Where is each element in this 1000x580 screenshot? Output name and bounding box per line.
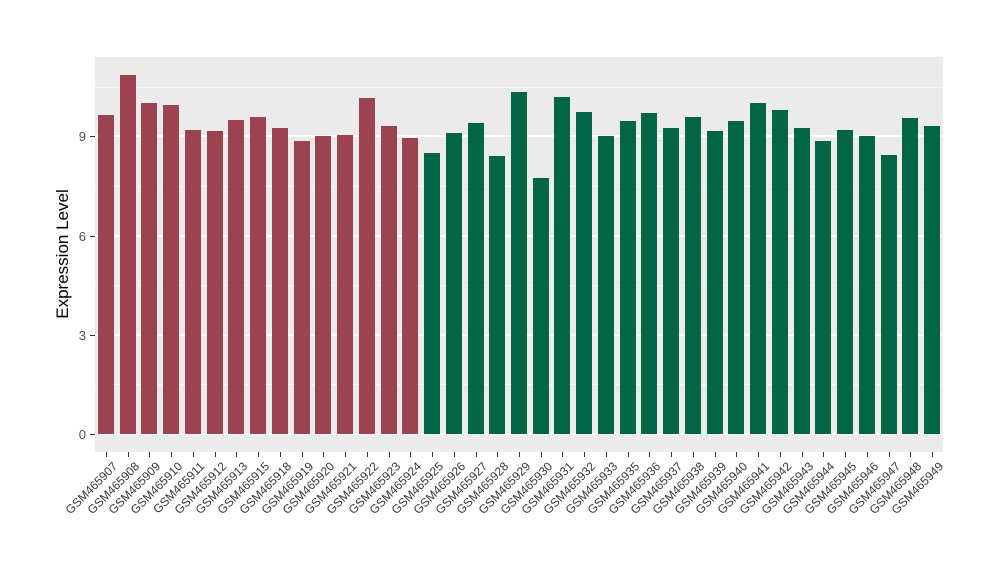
bar-GSM465949	[924, 126, 941, 434]
bar-GSM465935	[619, 121, 636, 434]
bar-GSM465930	[532, 177, 549, 434]
x-tick-mark	[258, 452, 260, 457]
x-tick-mark	[149, 452, 151, 457]
y-tick-mark	[90, 434, 95, 435]
bar-GSM465942	[771, 109, 788, 434]
x-tick-mark	[214, 452, 216, 457]
y-tick-label: 0	[78, 427, 86, 442]
bar-GSM465937	[663, 128, 680, 434]
x-tick-mark	[453, 452, 455, 457]
bar-GSM465907	[97, 114, 114, 434]
bar-GSM465947	[880, 154, 897, 434]
x-tick-mark	[540, 452, 542, 457]
bar-GSM465946	[858, 136, 875, 434]
x-tick-mark	[366, 452, 368, 457]
x-tick-mark	[171, 452, 173, 457]
x-tick-mark	[236, 452, 238, 457]
x-tick-mark	[584, 452, 586, 457]
x-tick-mark	[410, 452, 412, 457]
y-tick-label: 9	[78, 129, 86, 145]
x-tick-mark	[475, 452, 477, 457]
bar-GSM465928	[489, 156, 506, 434]
bar-GSM465915	[250, 116, 267, 434]
x-tick-mark	[932, 452, 934, 457]
x-tick-mark	[714, 452, 716, 457]
bar-GSM465944	[815, 141, 832, 434]
x-tick-mark	[432, 452, 434, 457]
x-tick-mark	[105, 452, 107, 457]
bar-GSM465940	[728, 121, 745, 434]
gridline-minor	[95, 86, 943, 88]
bar-GSM465911	[184, 129, 201, 434]
bar-GSM465931	[554, 96, 571, 434]
bar-GSM465924	[402, 138, 419, 434]
bar-GSM465929	[511, 91, 527, 434]
x-tick-mark	[758, 452, 760, 457]
bar-GSM465943	[793, 128, 810, 434]
y-axis-title: Expression Level	[53, 189, 72, 319]
gridline-major	[95, 433, 943, 435]
x-tick-mark	[801, 452, 803, 457]
x-tick-mark	[562, 452, 564, 457]
bar-GSM465927	[467, 123, 484, 434]
x-tick-mark	[910, 452, 912, 457]
y-tick-mark	[90, 136, 95, 138]
x-tick-mark	[497, 452, 499, 457]
bar-GSM465939	[706, 131, 723, 434]
x-tick-mark	[692, 452, 694, 457]
x-tick-mark	[866, 452, 868, 457]
x-tick-mark	[823, 452, 825, 457]
bar-GSM465932	[576, 111, 593, 434]
y-tick-mark	[90, 334, 95, 336]
x-tick-mark	[888, 452, 890, 457]
x-tick-mark	[627, 452, 629, 457]
bar-GSM465910	[163, 104, 180, 434]
x-tick-mark	[127, 452, 129, 457]
x-tick-mark	[671, 452, 673, 457]
bar-GSM465919	[293, 141, 310, 434]
x-tick-mark	[605, 452, 607, 457]
plot-panel	[95, 57, 943, 452]
bar-GSM465948	[902, 118, 919, 434]
x-tick-mark	[323, 452, 325, 457]
bar-GSM465936	[641, 113, 658, 434]
bar-GSM465938	[684, 116, 701, 434]
bar-GSM465920	[315, 136, 332, 434]
x-tick-mark	[736, 452, 738, 457]
bar-GSM465918	[271, 128, 288, 434]
x-tick-mark	[192, 452, 194, 457]
bar-GSM465922	[358, 98, 375, 434]
x-tick-mark	[279, 452, 281, 457]
x-tick-mark	[345, 452, 347, 457]
x-tick-mark	[649, 452, 651, 457]
bar-GSM465913	[228, 119, 245, 434]
bar-GSM465933	[597, 136, 614, 434]
bar-GSM465926	[445, 133, 462, 434]
y-tick-label: 3	[78, 327, 86, 343]
x-tick-mark	[519, 452, 520, 457]
x-tick-mark	[845, 452, 847, 457]
bar-GSM465923	[380, 126, 397, 434]
x-tick-mark	[388, 452, 390, 457]
bar-GSM465912	[206, 131, 223, 434]
bar-GSM465925	[424, 152, 441, 434]
x-tick-mark	[779, 452, 781, 457]
bar-GSM465908	[119, 75, 136, 434]
bar-GSM465941	[750, 103, 767, 434]
y-tick-label: 6	[78, 228, 86, 244]
bar-GSM465921	[337, 134, 354, 434]
y-tick-mark	[90, 235, 95, 237]
x-tick-mark	[301, 452, 303, 457]
bar-GSM465909	[141, 103, 158, 434]
bar-GSM465945	[837, 129, 854, 434]
